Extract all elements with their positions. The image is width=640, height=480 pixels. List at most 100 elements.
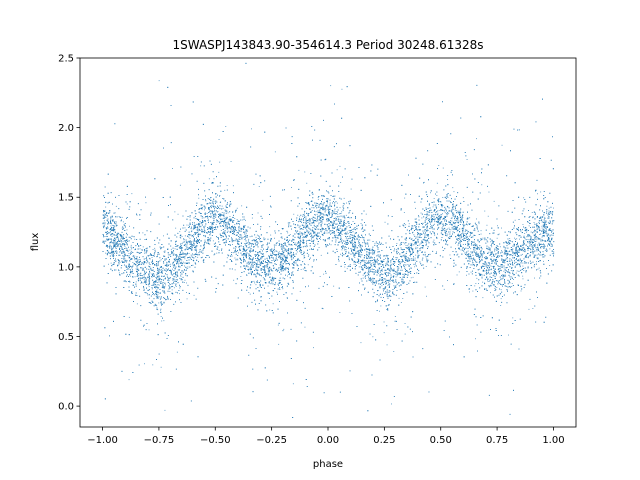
data-point [545,221,547,223]
data-point [501,250,502,252]
data-point [514,265,516,267]
data-point [213,254,215,256]
data-point [267,264,269,266]
data-point [172,268,173,270]
data-point [528,225,530,227]
data-point [405,258,407,260]
data-point [172,168,173,169]
data-point [166,299,168,300]
data-point [522,241,524,242]
data-point [151,262,153,263]
data-point [270,234,272,236]
data-point [345,241,346,243]
data-point [398,252,399,253]
data-point [128,379,130,381]
data-point [419,243,421,245]
data-point [336,230,338,232]
data-point [404,273,406,274]
data-point [548,207,550,209]
data-point [410,268,412,269]
data-point [507,264,509,266]
data-point [493,274,495,276]
data-point [440,201,442,203]
data-point [322,202,324,204]
data-point [181,262,183,264]
data-point [314,234,315,236]
data-point [166,275,168,277]
data-point [500,305,502,306]
data-point [216,207,217,209]
data-point [232,185,234,187]
data-point [104,210,106,212]
data-point [509,243,511,244]
data-point [169,278,171,280]
data-point [313,217,315,218]
data-point [157,252,159,254]
data-point [330,232,332,234]
data-point [514,237,515,239]
data-point [352,221,354,222]
data-point [314,228,316,230]
data-point [219,161,221,163]
data-point [212,227,214,228]
data-point [194,224,196,226]
data-point [226,257,228,259]
data-point [180,279,182,281]
data-point [339,222,341,224]
data-point [192,241,194,243]
data-point [287,297,288,299]
data-point [134,255,136,257]
data-point [318,223,320,225]
data-point [381,270,383,272]
data-point [309,248,311,250]
data-point [511,276,513,278]
data-point [535,212,536,214]
data-point [511,283,513,284]
data-point [220,230,222,231]
data-point [431,215,433,217]
data-point [163,251,165,253]
data-point [268,281,270,282]
data-point [328,213,329,215]
data-point [218,249,220,251]
data-point [474,285,476,287]
data-point [473,246,475,248]
data-point [426,295,427,297]
data-point [491,246,493,248]
data-point [415,246,417,248]
data-point [202,207,203,208]
data-point [403,212,405,213]
data-point [473,250,475,252]
data-point [476,138,477,140]
data-point [257,256,259,258]
data-point [462,197,464,199]
data-point [197,227,199,229]
data-point [107,226,108,228]
data-point [160,366,162,368]
data-point [410,242,412,244]
data-point [408,223,410,225]
data-point [537,268,539,270]
data-point [516,270,518,272]
data-point [157,309,159,311]
data-point [132,266,133,268]
data-point [447,280,448,281]
data-point [183,282,185,283]
data-point [501,259,502,261]
data-point [399,264,401,266]
data-point [196,253,198,255]
data-point [530,223,531,224]
data-point [505,275,507,277]
data-point [280,236,282,238]
data-point [270,253,272,255]
data-point [136,262,137,264]
data-point [383,321,385,323]
data-point [117,259,119,260]
data-point [132,247,134,249]
data-point [311,200,312,202]
data-point [418,256,419,258]
data-point [179,293,180,295]
data-point [344,224,345,225]
data-point [307,245,308,247]
data-point [283,328,285,330]
